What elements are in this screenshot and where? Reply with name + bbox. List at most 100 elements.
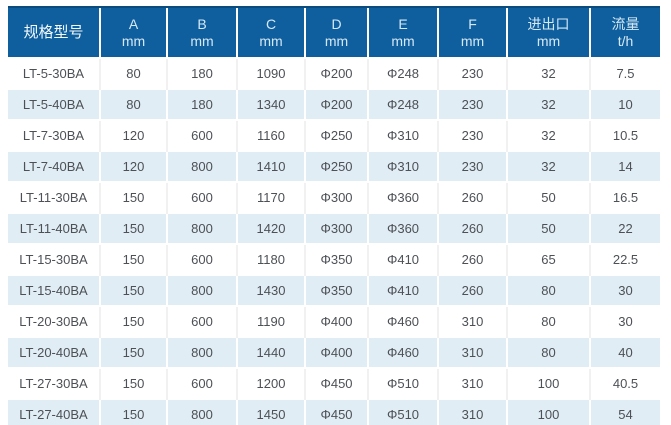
header-line1: A [128,15,139,32]
value-cell-a-mm: 150 [99,398,167,425]
value-cell-inlet-outlet: 80 [506,305,590,337]
value-cell-c-mm: 1180 [236,243,305,275]
value-cell-inlet-outlet: 32 [506,88,590,120]
column-header-model: 规格型号 [8,6,100,58]
value-cell-f-mm: 230 [437,119,507,151]
value-cell-d-mm: Φ300 [304,181,368,213]
model-cell: LT-5-40BA [8,88,100,120]
value-cell-b-mm: 600 [166,119,237,151]
value-cell-a-mm: 80 [99,57,167,89]
value-cell-c-mm: 1090 [236,57,305,89]
value-cell-b-mm: 180 [166,57,237,89]
table-row: LT-20-30BA 150 600 1190 Φ400 Φ460 310 80 30 [8,305,660,337]
value-cell-b-mm: 800 [166,150,237,182]
value-cell-e-mm: Φ510 [367,398,438,425]
value-cell-a-mm: 120 [99,150,167,182]
model-cell: LT-27-30BA [8,367,100,399]
header-line2: mm [536,32,561,49]
table-row: LT-20-40BA 150 800 1440 Φ400 Φ460 310 80 40 [8,336,660,368]
value-cell-f-mm: 260 [437,181,507,213]
value-cell-f-mm: 230 [437,88,507,120]
column-header-flow-rate: 流量 t/h [589,6,660,58]
value-cell-inlet-outlet: 32 [506,57,590,89]
value-cell-d-mm: Φ450 [304,367,368,399]
value-cell-flow-rate: 10 [589,88,660,120]
value-cell-a-mm: 80 [99,88,167,120]
value-cell-c-mm: 1440 [236,336,305,368]
value-cell-inlet-outlet: 100 [506,367,590,399]
value-cell-c-mm: 1410 [236,150,305,182]
value-cell-d-mm: Φ300 [304,212,368,244]
value-cell-b-mm: 180 [166,88,237,120]
value-cell-b-mm: 800 [166,336,237,368]
value-cell-f-mm: 310 [437,305,507,337]
value-cell-d-mm: Φ450 [304,398,368,425]
value-cell-flow-rate: 40.5 [589,367,660,399]
value-cell-c-mm: 1190 [236,305,305,337]
model-cell: LT-20-40BA [8,336,100,368]
value-cell-a-mm: 150 [99,243,167,275]
table-row: LT-5-40BA 80 180 1340 Φ200 Φ248 230 32 10 [8,88,660,120]
value-cell-inlet-outlet: 32 [506,119,590,151]
value-cell-b-mm: 800 [166,212,237,244]
value-cell-inlet-outlet: 50 [506,212,590,244]
table-row: LT-27-40BA 150 800 1450 Φ450 Φ510 310 100 54 [8,398,660,425]
value-cell-e-mm: Φ310 [367,150,438,182]
value-cell-d-mm: Φ400 [304,336,368,368]
header-line1: C [265,15,277,32]
model-cell: LT-27-40BA [8,398,100,425]
table-row: LT-7-30BA 120 600 1160 Φ250 Φ310 230 32 10.5 [8,119,660,151]
value-cell-e-mm: Φ410 [367,243,438,275]
value-cell-d-mm: Φ250 [304,150,368,182]
value-cell-f-mm: 230 [437,150,507,182]
table-row: LT-11-40BA 150 800 1420 Φ300 Φ360 260 50 22 [8,212,660,244]
value-cell-c-mm: 1170 [236,181,305,213]
header-line1: 流量 [611,15,640,32]
value-cell-b-mm: 600 [166,305,237,337]
model-cell: LT-7-40BA [8,150,100,182]
header-line1: B [197,15,207,32]
model-cell: LT-11-40BA [8,212,100,244]
value-cell-c-mm: 1340 [236,88,305,120]
value-cell-inlet-outlet: 100 [506,398,590,425]
value-cell-d-mm: Φ250 [304,119,368,151]
header-line2: mm [190,32,214,49]
value-cell-flow-rate: 30 [589,274,660,306]
header-line2: t/h [617,32,634,49]
value-cell-b-mm: 600 [166,181,237,213]
value-cell-e-mm: Φ410 [367,274,438,306]
header-line1: 规格型号 [23,24,84,41]
value-cell-c-mm: 1200 [236,367,305,399]
value-cell-inlet-outlet: 32 [506,150,590,182]
header-line1: E [398,15,408,32]
header-line2: mm [391,32,415,49]
value-cell-inlet-outlet: 80 [506,274,590,306]
column-header-inlet-outlet: 进出口 mm [506,6,590,58]
value-cell-e-mm: Φ248 [367,57,438,89]
model-cell: LT-15-30BA [8,243,100,275]
value-cell-e-mm: Φ510 [367,367,438,399]
header-line2: mm [324,32,349,49]
value-cell-flow-rate: 16.5 [589,181,660,213]
value-cell-f-mm: 310 [437,367,507,399]
value-cell-f-mm: 230 [437,57,507,89]
value-cell-e-mm: Φ460 [367,336,438,368]
value-cell-b-mm: 600 [166,243,237,275]
table-row: LT-15-40BA 150 800 1430 Φ350 Φ410 260 80 30 [8,274,660,306]
value-cell-flow-rate: 14 [589,150,660,182]
header-line1: 进出口 [527,15,570,32]
value-cell-a-mm: 150 [99,305,167,337]
value-cell-a-mm: 150 [99,367,167,399]
table-row: LT-5-30BA 80 180 1090 Φ200 Φ248 230 32 7.5 [8,57,660,89]
value-cell-flow-rate: 7.5 [589,57,660,89]
value-cell-e-mm: Φ360 [367,181,438,213]
value-cell-inlet-outlet: 65 [506,243,590,275]
value-cell-a-mm: 150 [99,212,167,244]
